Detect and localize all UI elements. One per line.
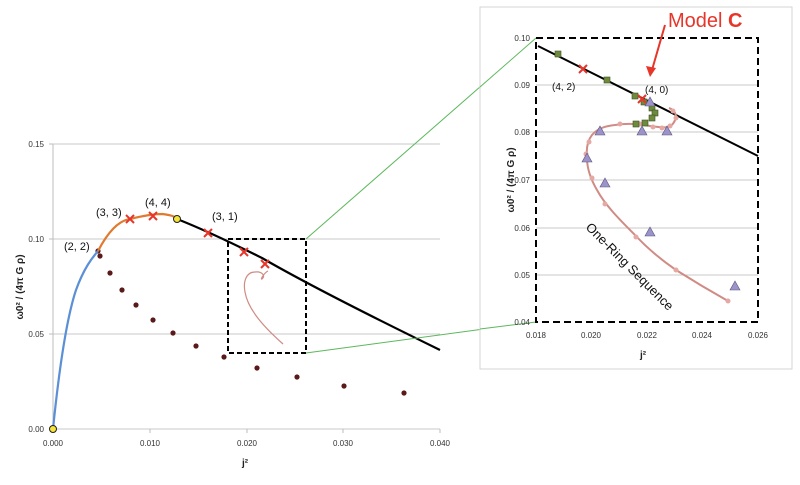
x-marker-31 — [203, 228, 213, 238]
main-x-tick-0000: 0.000 — [43, 439, 64, 448]
yellow-point-junction — [173, 215, 181, 223]
model-c-arrow-shaft — [651, 24, 666, 71]
inset-x-axis-label: j² — [639, 350, 647, 361]
label-4-0: (4, 0) — [645, 85, 668, 96]
inset-purple-triangles — [581, 96, 741, 291]
orange-curve — [97, 212, 178, 252]
model-c-arrow-head — [646, 66, 656, 77]
model-c-label: Model C — [668, 10, 742, 32]
inset-zoom-frame — [535, 37, 759, 323]
inset-y-tick-009: 0.09 — [514, 81, 530, 90]
inset-x-tick-0018: 0.018 — [526, 331, 547, 340]
inset-y-tick-008: 0.08 — [514, 128, 530, 137]
inset-x-tick-0022: 0.022 — [637, 331, 658, 340]
x-marker-33 — [125, 214, 135, 224]
yellow-point-origin — [49, 425, 57, 433]
inset-y-tick-004: 0.04 — [514, 318, 530, 327]
x-marker-40-main — [260, 259, 270, 269]
inset-x-tick-0026: 0.026 — [748, 331, 769, 340]
main-gridlines — [53, 143, 440, 430]
inset-y-tick-005: 0.05 — [514, 271, 530, 280]
inset-gridlines — [536, 84, 758, 276]
inset-x-tick-0024: 0.024 — [692, 331, 713, 340]
main-y-tick-000: 0.00 — [28, 425, 44, 434]
main-y-tick-005: 0.05 — [28, 330, 44, 339]
main-y-axis-label: ω0² / (4π G ρ) — [15, 254, 26, 319]
connector-bottom-inset — [479, 321, 537, 330]
inset-red-x-markers — [578, 64, 647, 104]
one-ring-curve-main — [243, 270, 284, 345]
blue-curve — [51, 250, 99, 430]
label-3-1: (3, 1) — [212, 211, 238, 223]
x-marker-42 — [578, 64, 588, 74]
main-chart: 0.15 0.10 0.05 0.00 0.000 0.010 0.020 0.… — [15, 140, 451, 469]
inset-y-tick-007: 0.07 — [514, 176, 530, 185]
inset-y-tick-010: 0.10 — [514, 34, 530, 43]
inset-chart: 0.10 0.09 0.08 0.07 0.06 0.05 0.04 0.018… — [479, 6, 793, 370]
main-x-tick-0040: 0.040 — [430, 439, 451, 448]
inset-y-tick-006: 0.06 — [514, 224, 530, 233]
connector-top-inset — [479, 37, 537, 88]
main-x-tick-0020: 0.020 — [237, 439, 258, 448]
inset-x-tick-0020: 0.020 — [581, 331, 602, 340]
inset-y-axis-label: ω0² / (4π G ρ) — [506, 147, 517, 212]
main-x-tick-0030: 0.030 — [333, 439, 354, 448]
label-4-4: (4, 4) — [145, 197, 171, 209]
red-x-markers-main — [125, 211, 270, 269]
label-4-2: (4, 2) — [552, 82, 575, 93]
zoom-box — [227, 238, 307, 354]
inset-frame — [479, 6, 793, 370]
main-y-tick-015: 0.15 — [28, 140, 44, 149]
x-marker-42-main — [239, 247, 249, 257]
dark-dot-series — [95, 248, 407, 396]
main-x-ticks-marks — [52, 429, 441, 433]
main-x-tick-0010: 0.010 — [140, 439, 161, 448]
label-3-3: (3, 3) — [96, 207, 122, 219]
label-2-2: (2, 2) — [64, 241, 90, 253]
x-marker-40 — [637, 94, 647, 104]
main-x-axis-label: j² — [241, 458, 249, 469]
main-y-tick-010: 0.10 — [28, 235, 44, 244]
x-marker-44 — [148, 211, 158, 221]
main-y-ticks-marks — [49, 143, 53, 430]
